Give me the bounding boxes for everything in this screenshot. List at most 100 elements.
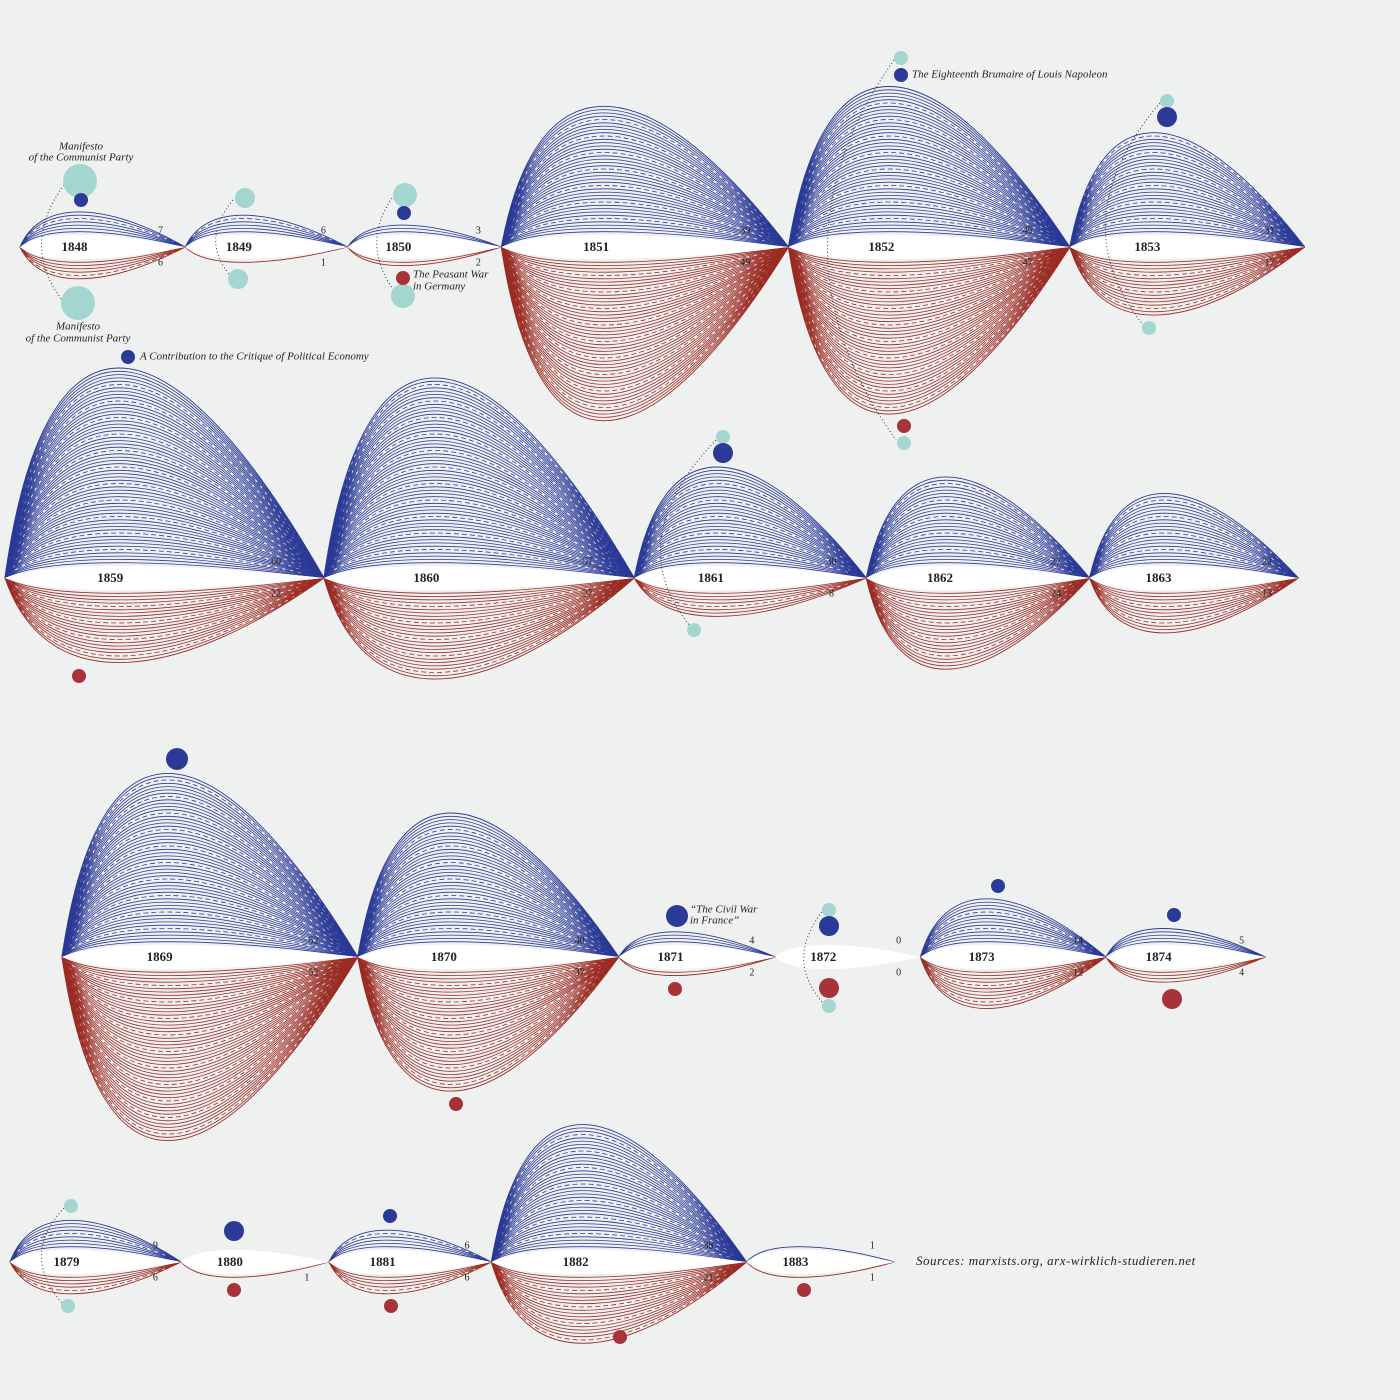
wave-line bbox=[501, 246, 789, 273]
wave-line bbox=[9, 1226, 182, 1263]
publication-ball bbox=[822, 903, 836, 917]
publication-ball bbox=[1160, 94, 1174, 108]
wave-line bbox=[865, 577, 1090, 607]
publication-ball bbox=[74, 193, 88, 207]
wave-line bbox=[1069, 145, 1306, 248]
wave-line bbox=[61, 779, 359, 958]
wave-line bbox=[491, 1243, 747, 1263]
wave-line bbox=[357, 956, 620, 1026]
wave-line bbox=[328, 1261, 492, 1281]
wave-line bbox=[633, 529, 867, 579]
lower-wave bbox=[1069, 246, 1305, 316]
wave-line bbox=[1069, 246, 1305, 289]
wave-line bbox=[788, 168, 1071, 248]
wave-line bbox=[4, 427, 325, 579]
wave-line bbox=[357, 898, 620, 958]
wave-line bbox=[4, 559, 325, 579]
wave-line bbox=[1089, 577, 1299, 594]
wave-line bbox=[357, 956, 619, 1000]
wave-line bbox=[788, 198, 1070, 248]
wave-line bbox=[357, 862, 620, 958]
wave-line bbox=[633, 503, 867, 579]
wave-line bbox=[501, 119, 789, 248]
value-label: 1 bbox=[321, 257, 326, 268]
upper-wave bbox=[633, 466, 867, 579]
wave-line bbox=[323, 493, 635, 579]
wave-line bbox=[1069, 208, 1305, 248]
wave-line bbox=[1069, 224, 1305, 248]
year-label: 1860 bbox=[413, 570, 439, 585]
wave-line bbox=[61, 956, 358, 980]
wave-line bbox=[357, 849, 620, 958]
wave-line bbox=[61, 862, 359, 958]
wave-line bbox=[4, 414, 325, 579]
wave-line bbox=[788, 246, 1071, 326]
value-label: 39 bbox=[740, 225, 750, 236]
wave-line bbox=[323, 516, 635, 579]
value-label: 22 bbox=[271, 588, 281, 599]
wave-line bbox=[357, 908, 619, 958]
wave-line bbox=[920, 931, 1107, 958]
wave-line bbox=[19, 246, 186, 273]
value-label: 4 bbox=[749, 935, 754, 946]
wave-line bbox=[920, 956, 1107, 986]
wave-line bbox=[184, 218, 348, 248]
wave-outline bbox=[633, 577, 867, 617]
wave-line bbox=[1089, 577, 1299, 624]
wave-line bbox=[323, 577, 635, 667]
wave-line bbox=[633, 496, 867, 579]
wave-line bbox=[865, 529, 1090, 579]
wave-line bbox=[634, 577, 867, 597]
wave-line bbox=[865, 577, 1090, 650]
wave-line bbox=[633, 493, 867, 579]
wave-line bbox=[491, 1219, 747, 1263]
year-lens-bottom bbox=[347, 247, 502, 259]
wave-line bbox=[61, 956, 359, 1095]
wave-line bbox=[633, 519, 867, 579]
wave-line bbox=[4, 463, 325, 579]
wave-line bbox=[788, 231, 1070, 248]
wave-line bbox=[633, 479, 867, 579]
wave-line bbox=[4, 526, 325, 579]
year-label: 1859 bbox=[97, 570, 124, 585]
year-lens-bottom bbox=[324, 578, 635, 590]
wave-line bbox=[501, 228, 789, 248]
wave-outline bbox=[4, 577, 325, 663]
wave-line bbox=[788, 246, 1070, 303]
wave-outline bbox=[633, 466, 867, 579]
wave-line bbox=[9, 1261, 182, 1291]
wave-line bbox=[491, 1261, 747, 1298]
wave-line bbox=[4, 473, 325, 579]
wave-line bbox=[501, 246, 789, 266]
wave-line bbox=[323, 519, 635, 579]
wave-line bbox=[357, 941, 619, 958]
wave-line bbox=[501, 112, 789, 248]
wave-line bbox=[865, 577, 1090, 660]
wave-line bbox=[357, 956, 619, 996]
wave-line bbox=[1089, 539, 1299, 579]
publication-ball bbox=[797, 1283, 811, 1297]
wave-line bbox=[501, 246, 789, 389]
wave-line bbox=[61, 895, 358, 958]
wave-line bbox=[618, 938, 776, 958]
wave-line bbox=[19, 246, 186, 270]
wave-line bbox=[61, 956, 359, 1039]
wave-line bbox=[633, 476, 867, 579]
wave-line bbox=[788, 138, 1071, 248]
wave-line bbox=[323, 430, 635, 579]
wave-line bbox=[491, 1131, 747, 1263]
wave-line bbox=[4, 577, 325, 637]
wave-line bbox=[491, 1177, 747, 1263]
wave-line bbox=[4, 420, 325, 579]
wave-line bbox=[920, 956, 1107, 983]
annotation: Manifesto bbox=[58, 141, 103, 153]
value-label: 6 bbox=[465, 1272, 470, 1283]
wave-line bbox=[323, 440, 635, 579]
wave-line bbox=[61, 956, 358, 986]
wave-line bbox=[788, 246, 1071, 369]
wave-outline bbox=[1105, 956, 1266, 983]
wave-line bbox=[1069, 148, 1305, 248]
year-label: 1852 bbox=[868, 239, 894, 254]
wave-line bbox=[491, 1261, 747, 1305]
wave-line bbox=[357, 839, 620, 958]
